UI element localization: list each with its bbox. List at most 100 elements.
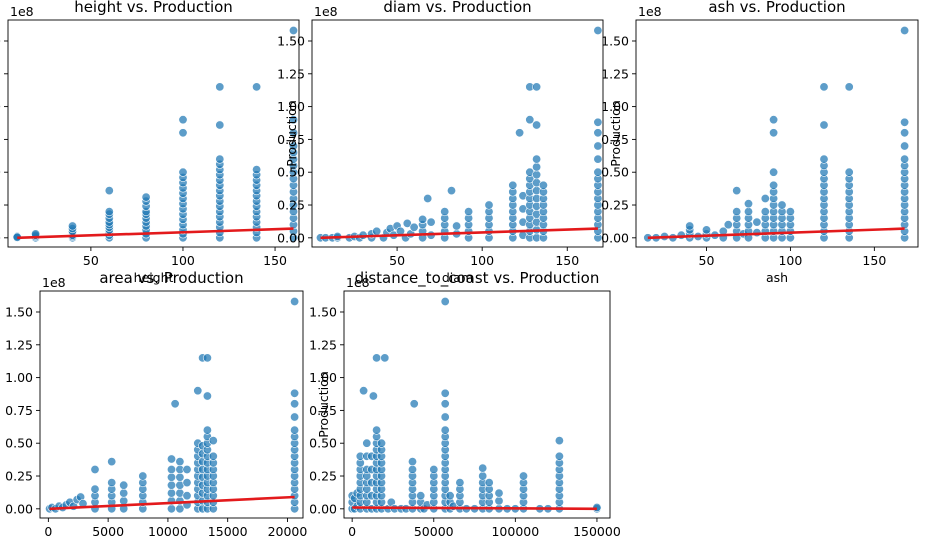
data-point — [290, 412, 300, 422]
data-point — [760, 194, 770, 204]
y-offset-label: 1e8 — [42, 275, 66, 290]
y-tick-label: 0.25 — [277, 198, 305, 213]
data-point — [170, 399, 180, 409]
data-point — [752, 217, 762, 227]
data-point — [538, 180, 548, 190]
data-point — [380, 353, 390, 363]
data-point — [290, 399, 300, 409]
data-point — [900, 25, 910, 35]
trend-line — [320, 227, 598, 240]
data-point — [288, 25, 298, 35]
data-point — [372, 425, 382, 435]
data-point — [167, 504, 177, 514]
data-point — [119, 488, 129, 498]
data-point — [167, 480, 177, 490]
data-point — [819, 154, 829, 164]
scatter-points — [347, 296, 602, 514]
trend-line — [352, 506, 597, 511]
data-point — [440, 425, 450, 435]
data-point — [290, 388, 300, 398]
data-point — [215, 154, 225, 164]
data-point — [359, 386, 369, 396]
data-point — [372, 353, 382, 363]
x-axis-label: height — [134, 270, 174, 285]
y-tick-label: 0.25 — [0, 198, 1, 213]
scatter-points — [45, 296, 300, 514]
chart-panel: 0.00 0.25 0.50 0.75 1.00 1.25 1.50 0 5000 10000 15… — [5, 269, 307, 539]
data-point — [429, 464, 439, 474]
x-tick-label: 100000 — [491, 524, 539, 539]
data-point — [208, 451, 218, 461]
chart-panel: 0.00 0.25 0.50 0.75 1.00 1.25 1.50 50 100 150 1e8 a… — [601, 0, 919, 285]
data-point — [426, 217, 436, 227]
data-point — [182, 491, 192, 501]
data-point — [455, 478, 465, 488]
y-tick-label: 0.00 — [277, 230, 305, 245]
x-tick-label: 100 — [171, 253, 195, 268]
data-point — [819, 120, 829, 130]
data-point — [167, 488, 177, 498]
y-axis-label: Production — [316, 371, 331, 438]
y-tick-label: 1.00 — [5, 370, 33, 385]
data-point — [141, 192, 151, 202]
data-point — [440, 296, 450, 306]
scatter-points — [12, 25, 298, 243]
trend-line — [49, 495, 295, 511]
data-point — [554, 436, 564, 446]
y-tick-label: 0.50 — [5, 436, 33, 451]
data-point — [518, 471, 528, 481]
data-point — [732, 186, 742, 196]
data-point — [440, 399, 450, 409]
data-point — [167, 472, 177, 482]
x-tick-label: 50 — [699, 253, 715, 268]
y-offset-label: 1e8 — [346, 275, 370, 290]
data-point — [554, 451, 564, 461]
axes-frame — [7, 19, 300, 248]
data-point — [743, 199, 753, 209]
x-tick-label: 50 — [389, 253, 405, 268]
data-point — [743, 207, 753, 217]
data-point — [701, 225, 711, 235]
data-point — [208, 436, 218, 446]
data-point — [167, 464, 177, 474]
data-point — [362, 438, 372, 448]
data-point — [104, 186, 114, 196]
data-point — [452, 221, 462, 231]
y-tick-label: 0.75 — [5, 403, 33, 418]
data-point — [484, 200, 494, 210]
chart-title: area vs. Production — [99, 269, 243, 287]
y-tick-label: 0.00 — [309, 501, 337, 516]
axes-frame — [311, 19, 604, 248]
data-point — [288, 128, 298, 138]
x-tick-label: 50000 — [414, 524, 454, 539]
data-point — [215, 120, 225, 130]
scatter-points — [315, 25, 603, 243]
data-point — [819, 82, 829, 92]
data-point — [178, 115, 188, 125]
data-point — [202, 425, 212, 435]
y-offset-label: 1e8 — [314, 4, 338, 19]
data-point — [288, 115, 298, 125]
data-point — [900, 154, 910, 164]
y-tick-label: 0.50 — [0, 165, 1, 180]
y-tick-label: 1.25 — [309, 337, 337, 352]
data-point — [175, 457, 185, 467]
x-tick-label: 0 — [348, 524, 356, 539]
data-point — [167, 454, 177, 464]
y-offset-label: 1e8 — [638, 4, 662, 19]
scatter-points — [643, 25, 910, 243]
data-point — [494, 488, 504, 498]
x-tick-label: 150 — [555, 253, 579, 268]
y-tick-label: 0.75 — [277, 132, 305, 147]
x-tick-label: 10000 — [148, 524, 188, 539]
data-point — [407, 464, 417, 474]
data-point — [107, 457, 117, 467]
x-tick-label: 150 — [862, 253, 886, 268]
data-point — [508, 180, 518, 190]
x-tick-label: 50 — [83, 253, 99, 268]
data-point — [182, 464, 192, 474]
y-tick-label: 1.25 — [0, 66, 1, 81]
data-point — [760, 207, 770, 217]
data-point — [215, 82, 225, 92]
